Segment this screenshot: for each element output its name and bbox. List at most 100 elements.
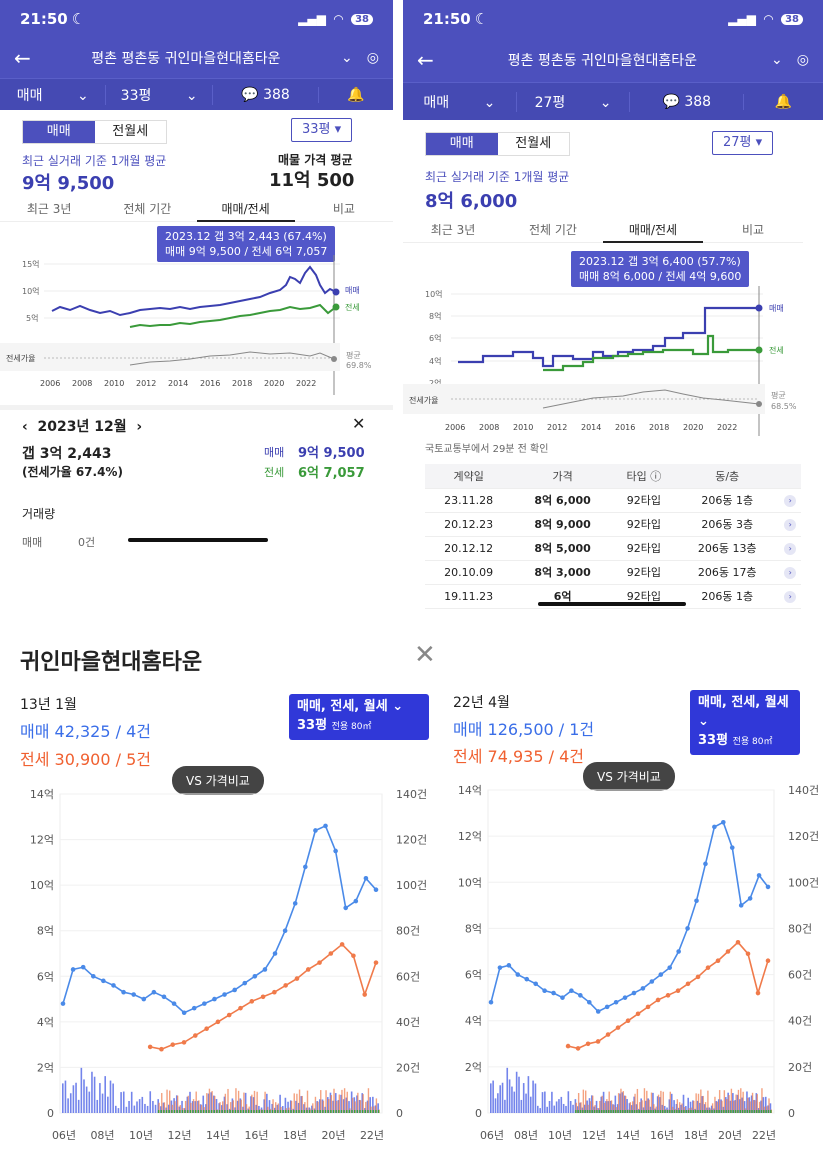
ytick-right: 20건	[396, 1061, 420, 1074]
complex-title[interactable]: 평촌 평촌동 귀인마을현대홈타운	[507, 53, 698, 69]
seg-rent[interactable]: 전월세	[112, 124, 149, 139]
xtick: 2012	[136, 379, 156, 388]
complex-title[interactable]: 평촌 평촌동 귀인마을현대홈타운	[91, 51, 281, 67]
filter-button[interactable]: 매매, 전세, 월세 ⌄ 33평 전용 80㎡	[289, 694, 429, 740]
ytick-right: 60건	[396, 970, 420, 983]
filter-button[interactable]: 매매, 전세, 월세 ⌄ 33평 전용 80㎡	[690, 690, 800, 755]
period-label: 13년 1월	[20, 697, 77, 713]
period-tabs: 최근 3년 전체 기간 매매/전세 비교	[403, 217, 803, 243]
ytick-left: 6억	[465, 969, 482, 982]
ytick-left: 6억	[37, 970, 54, 983]
location-icon[interactable]: ◎	[796, 52, 809, 68]
sale-line	[490, 821, 769, 1013]
xtick: 2022	[717, 423, 737, 432]
battery-icon: 38	[781, 13, 803, 25]
tab-compare[interactable]: 비교	[332, 202, 355, 216]
gap-ratio: (전세가율 67.4%)	[22, 465, 123, 479]
jeonse-line	[129, 303, 337, 328]
size-dropdown[interactable]: 33평 ▾	[291, 118, 353, 142]
tab-sale-jeonse[interactable]: 매매/전세	[603, 217, 703, 243]
vs-compare-button[interactable]: VS 가격비교	[172, 766, 264, 795]
deal-type-select[interactable]: 매매 ⌄	[403, 91, 517, 112]
xtick: 2006	[40, 379, 60, 388]
seg-rent[interactable]: 전월세	[515, 136, 552, 151]
tab-all-period[interactable]: 전체 기간	[529, 223, 577, 237]
comments-button[interactable]: 💬 388	[213, 86, 320, 103]
jeonse-line	[150, 943, 377, 1051]
tab-recent-3y[interactable]: 최근 3년	[26, 202, 72, 216]
source-note: 국토교통부에서 29분 전 확인	[425, 444, 549, 455]
avg-value: 9억 9,500	[22, 173, 115, 194]
volume-val: 0건	[78, 536, 96, 549]
table-row[interactable]: 20.12.12 8억 5,000 92타입 206동 13층 ›	[425, 536, 801, 561]
ytick: 5억	[26, 313, 38, 323]
chart-tooltip: 2023.12 갭 3억 2,443 (67.4%) 매매 9억 9,500 /…	[157, 226, 336, 262]
ytick: 10억	[22, 286, 40, 296]
sale-line	[458, 306, 758, 368]
comments-button[interactable]: 💬 388	[630, 93, 745, 110]
tooltip-line1: 2023.12 갭 3억 6,400 (57.7%)	[579, 255, 741, 268]
back-arrow-icon[interactable]: ←	[14, 46, 31, 70]
ytick-right: 20건	[788, 1061, 812, 1074]
chevron-down-icon: ⌄	[185, 87, 198, 104]
signal-icon: ▂▄▆	[298, 12, 326, 26]
xtick: 2008	[479, 423, 499, 432]
tooltip-line2: 매매 9억 9,500 / 전세 6억 7,057	[165, 245, 328, 258]
xtick: 22년	[752, 1129, 776, 1142]
ratio-label: 전세가율	[409, 395, 438, 405]
deal-type-select[interactable]: 매매 ⌄	[0, 84, 107, 105]
table-row[interactable]: 20.12.23 8억 9,000 92타입 206동 3층 ›	[425, 512, 801, 537]
chevron-down-icon[interactable]: ⌄	[771, 52, 783, 68]
ytick-right: 140건	[396, 788, 427, 801]
month-nav[interactable]: ‹ 2023년 12월 ›	[22, 416, 142, 436]
size-select[interactable]: 33평 ⌄	[106, 84, 213, 105]
xtick: 08년	[514, 1129, 538, 1142]
volume-label: 매매	[22, 536, 43, 549]
ytick-left: 10억	[30, 879, 54, 892]
chevron-down-icon[interactable]: ⌄	[341, 50, 353, 66]
ytick-right: 100건	[788, 876, 819, 889]
xtick: 20년	[718, 1129, 742, 1142]
home-indicator	[538, 602, 686, 606]
size-dropdown[interactable]: 27평 ▾	[712, 131, 774, 155]
tab-compare[interactable]: 비교	[741, 223, 765, 237]
tab-all-period[interactable]: 전체 기간	[123, 202, 172, 216]
jeonse-line	[567, 941, 769, 1050]
ytick-left: 12억	[458, 830, 482, 843]
tab-sale-jeonse[interactable]: 매매/전세	[196, 196, 295, 222]
series-label-jeonse: 전세	[345, 302, 360, 312]
xtick: 2018	[232, 379, 252, 388]
location-icon[interactable]: ◎	[366, 50, 379, 66]
back-arrow-icon[interactable]: ←	[417, 48, 434, 72]
right-phone-screen: 21:50 ☾ ▂▄▆ ◠ 38 ← 평촌 평촌동 귀인마을현대홈타운 ⌄ ◎ 매매…	[403, 0, 823, 625]
xtick: 2022	[296, 379, 316, 388]
series-label-sale: 매매	[769, 304, 784, 313]
ytick-right: 60건	[788, 969, 812, 982]
table-row[interactable]: 20.10.09 8억 3,000 92타입 206동 17층 ›	[425, 560, 801, 585]
size-select[interactable]: 27평 ⌄	[517, 91, 631, 112]
ytick-right: 140건	[788, 784, 819, 797]
ytick-left: 8억	[465, 922, 482, 935]
period-tabs: 최근 3년 전체 기간 매매/전세 비교	[0, 196, 393, 222]
table-row[interactable]: 19.11.23 6억 92타입 206동 1층 ›	[425, 584, 801, 609]
close-icon[interactable]: ✕	[352, 414, 366, 433]
jeonse-summary: 전세 30,900 / 5건	[20, 750, 151, 769]
home-indicator	[128, 538, 268, 542]
seg-sale[interactable]: 매매	[426, 133, 498, 155]
ytick-left: 12억	[30, 834, 54, 847]
vs-compare-button[interactable]: VS 가격비교	[583, 762, 675, 791]
xtick: 08년	[90, 1129, 114, 1142]
chevron-down-icon: ⌄	[483, 94, 496, 111]
close-icon[interactable]: ✕	[414, 640, 436, 670]
status-bar: 21:50 ☾ ▂▄▆ ◠ 38	[0, 0, 393, 38]
bell-icon[interactable]: 🔔	[347, 86, 365, 103]
avg-tag: 평균	[346, 350, 361, 360]
bell-icon[interactable]: 🔔	[774, 93, 793, 110]
tooltip-line2: 매매 8억 6,000 / 전세 4억 9,600	[579, 270, 742, 283]
table-row[interactable]: 23.11.28 8억 6,000 92타입 206동 1층 ›	[425, 488, 801, 513]
ytick-right: 120건	[396, 834, 427, 847]
col-price: 가격	[512, 464, 613, 489]
seg-sale[interactable]: 매매	[23, 121, 95, 143]
xtick: 2018	[649, 423, 669, 432]
tab-recent-3y[interactable]: 최근 3년	[430, 223, 476, 237]
